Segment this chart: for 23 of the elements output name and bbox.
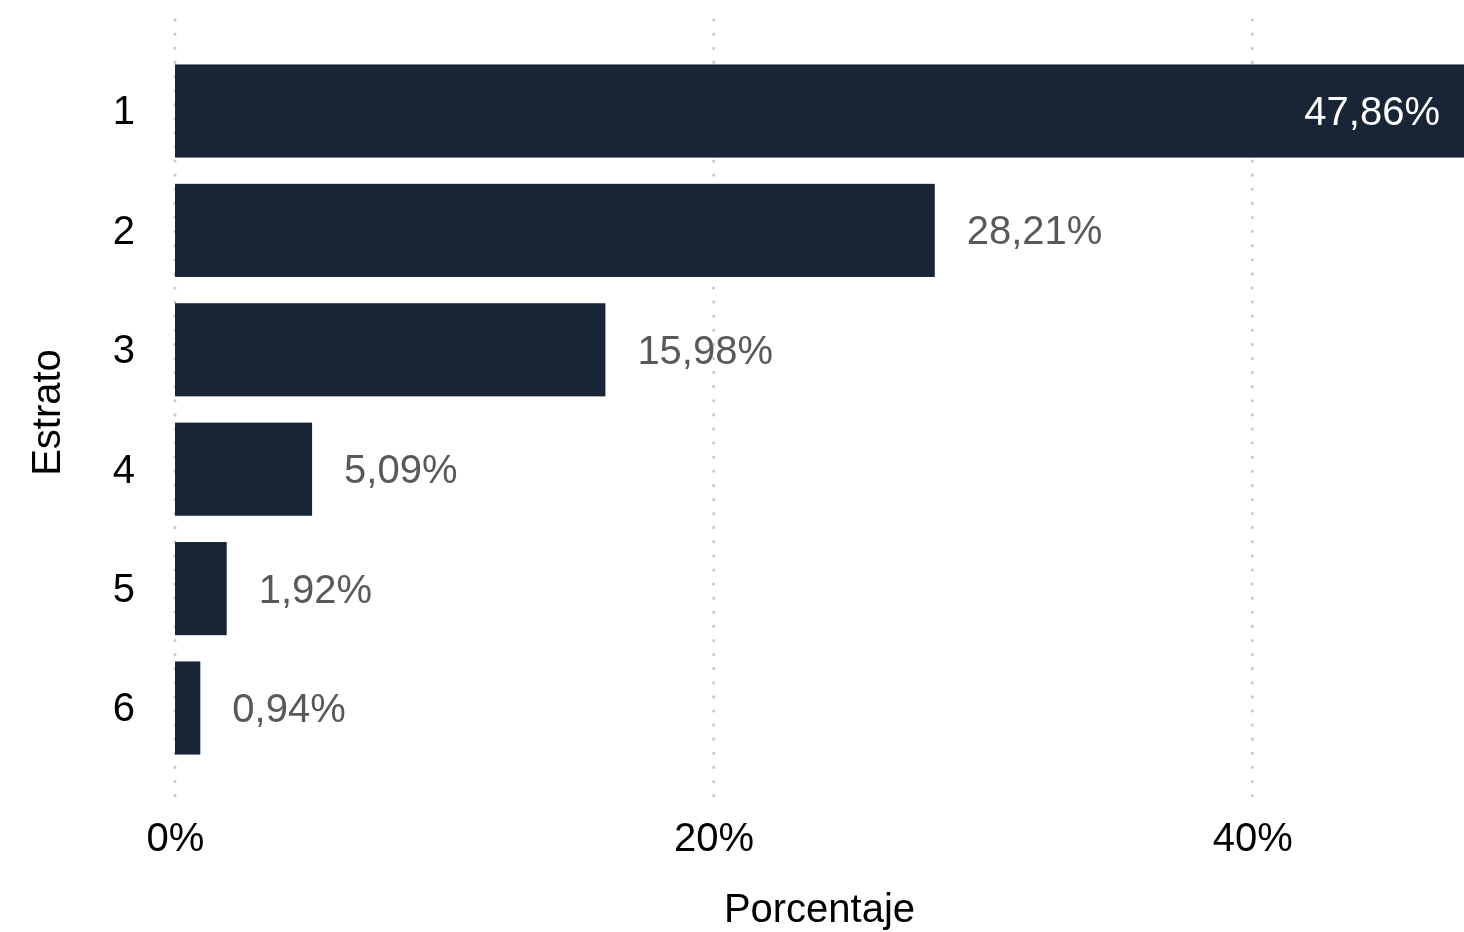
x-tick-label: 0%: [146, 815, 205, 860]
y-tick-label: 6: [112, 685, 135, 730]
y-tick-label: 3: [112, 327, 135, 372]
bar: [175, 303, 606, 397]
data-label: 47,86%: [1304, 89, 1440, 133]
data-label: 5,09%: [344, 447, 458, 492]
y-axis-title: Estrato: [24, 349, 68, 476]
y-tick-label: 1: [112, 88, 135, 133]
y-tick-label: 4: [112, 446, 135, 491]
y-tick-label: 2: [112, 207, 135, 252]
x-tick-label: 40%: [1212, 815, 1293, 860]
x-tick-label: 20%: [674, 815, 755, 860]
bar: [175, 542, 227, 636]
bar: [175, 422, 313, 516]
data-label: 28,21%: [966, 208, 1103, 253]
y-tick-label: 5: [112, 565, 135, 610]
data-label: 1,92%: [258, 566, 373, 611]
bar: [175, 661, 201, 755]
x-axis-title: Porcentaje: [723, 886, 916, 930]
data-label: 0,94%: [232, 686, 346, 730]
bar: [175, 64, 1464, 158]
bar: [175, 183, 935, 277]
data-label: 15,98%: [637, 327, 774, 372]
